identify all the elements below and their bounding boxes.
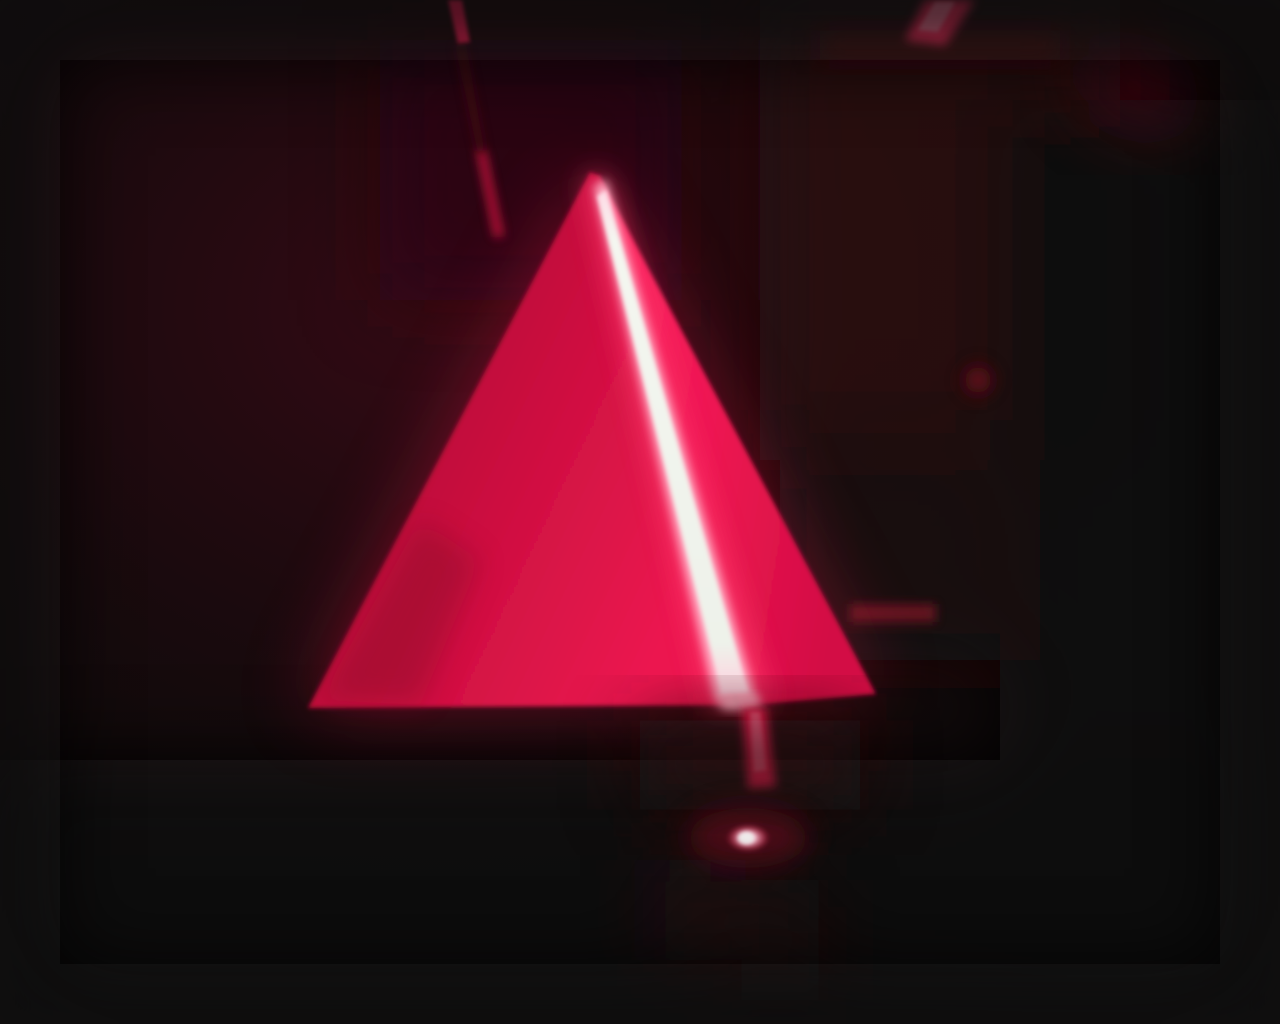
laser-spot-on-surface [688,808,808,868]
prism-right-face [598,174,876,706]
laser-beam-core [586,176,770,706]
right-side-red-orb [952,354,1004,406]
beam-exit-streak [640,696,860,810]
side-streak [850,604,936,622]
